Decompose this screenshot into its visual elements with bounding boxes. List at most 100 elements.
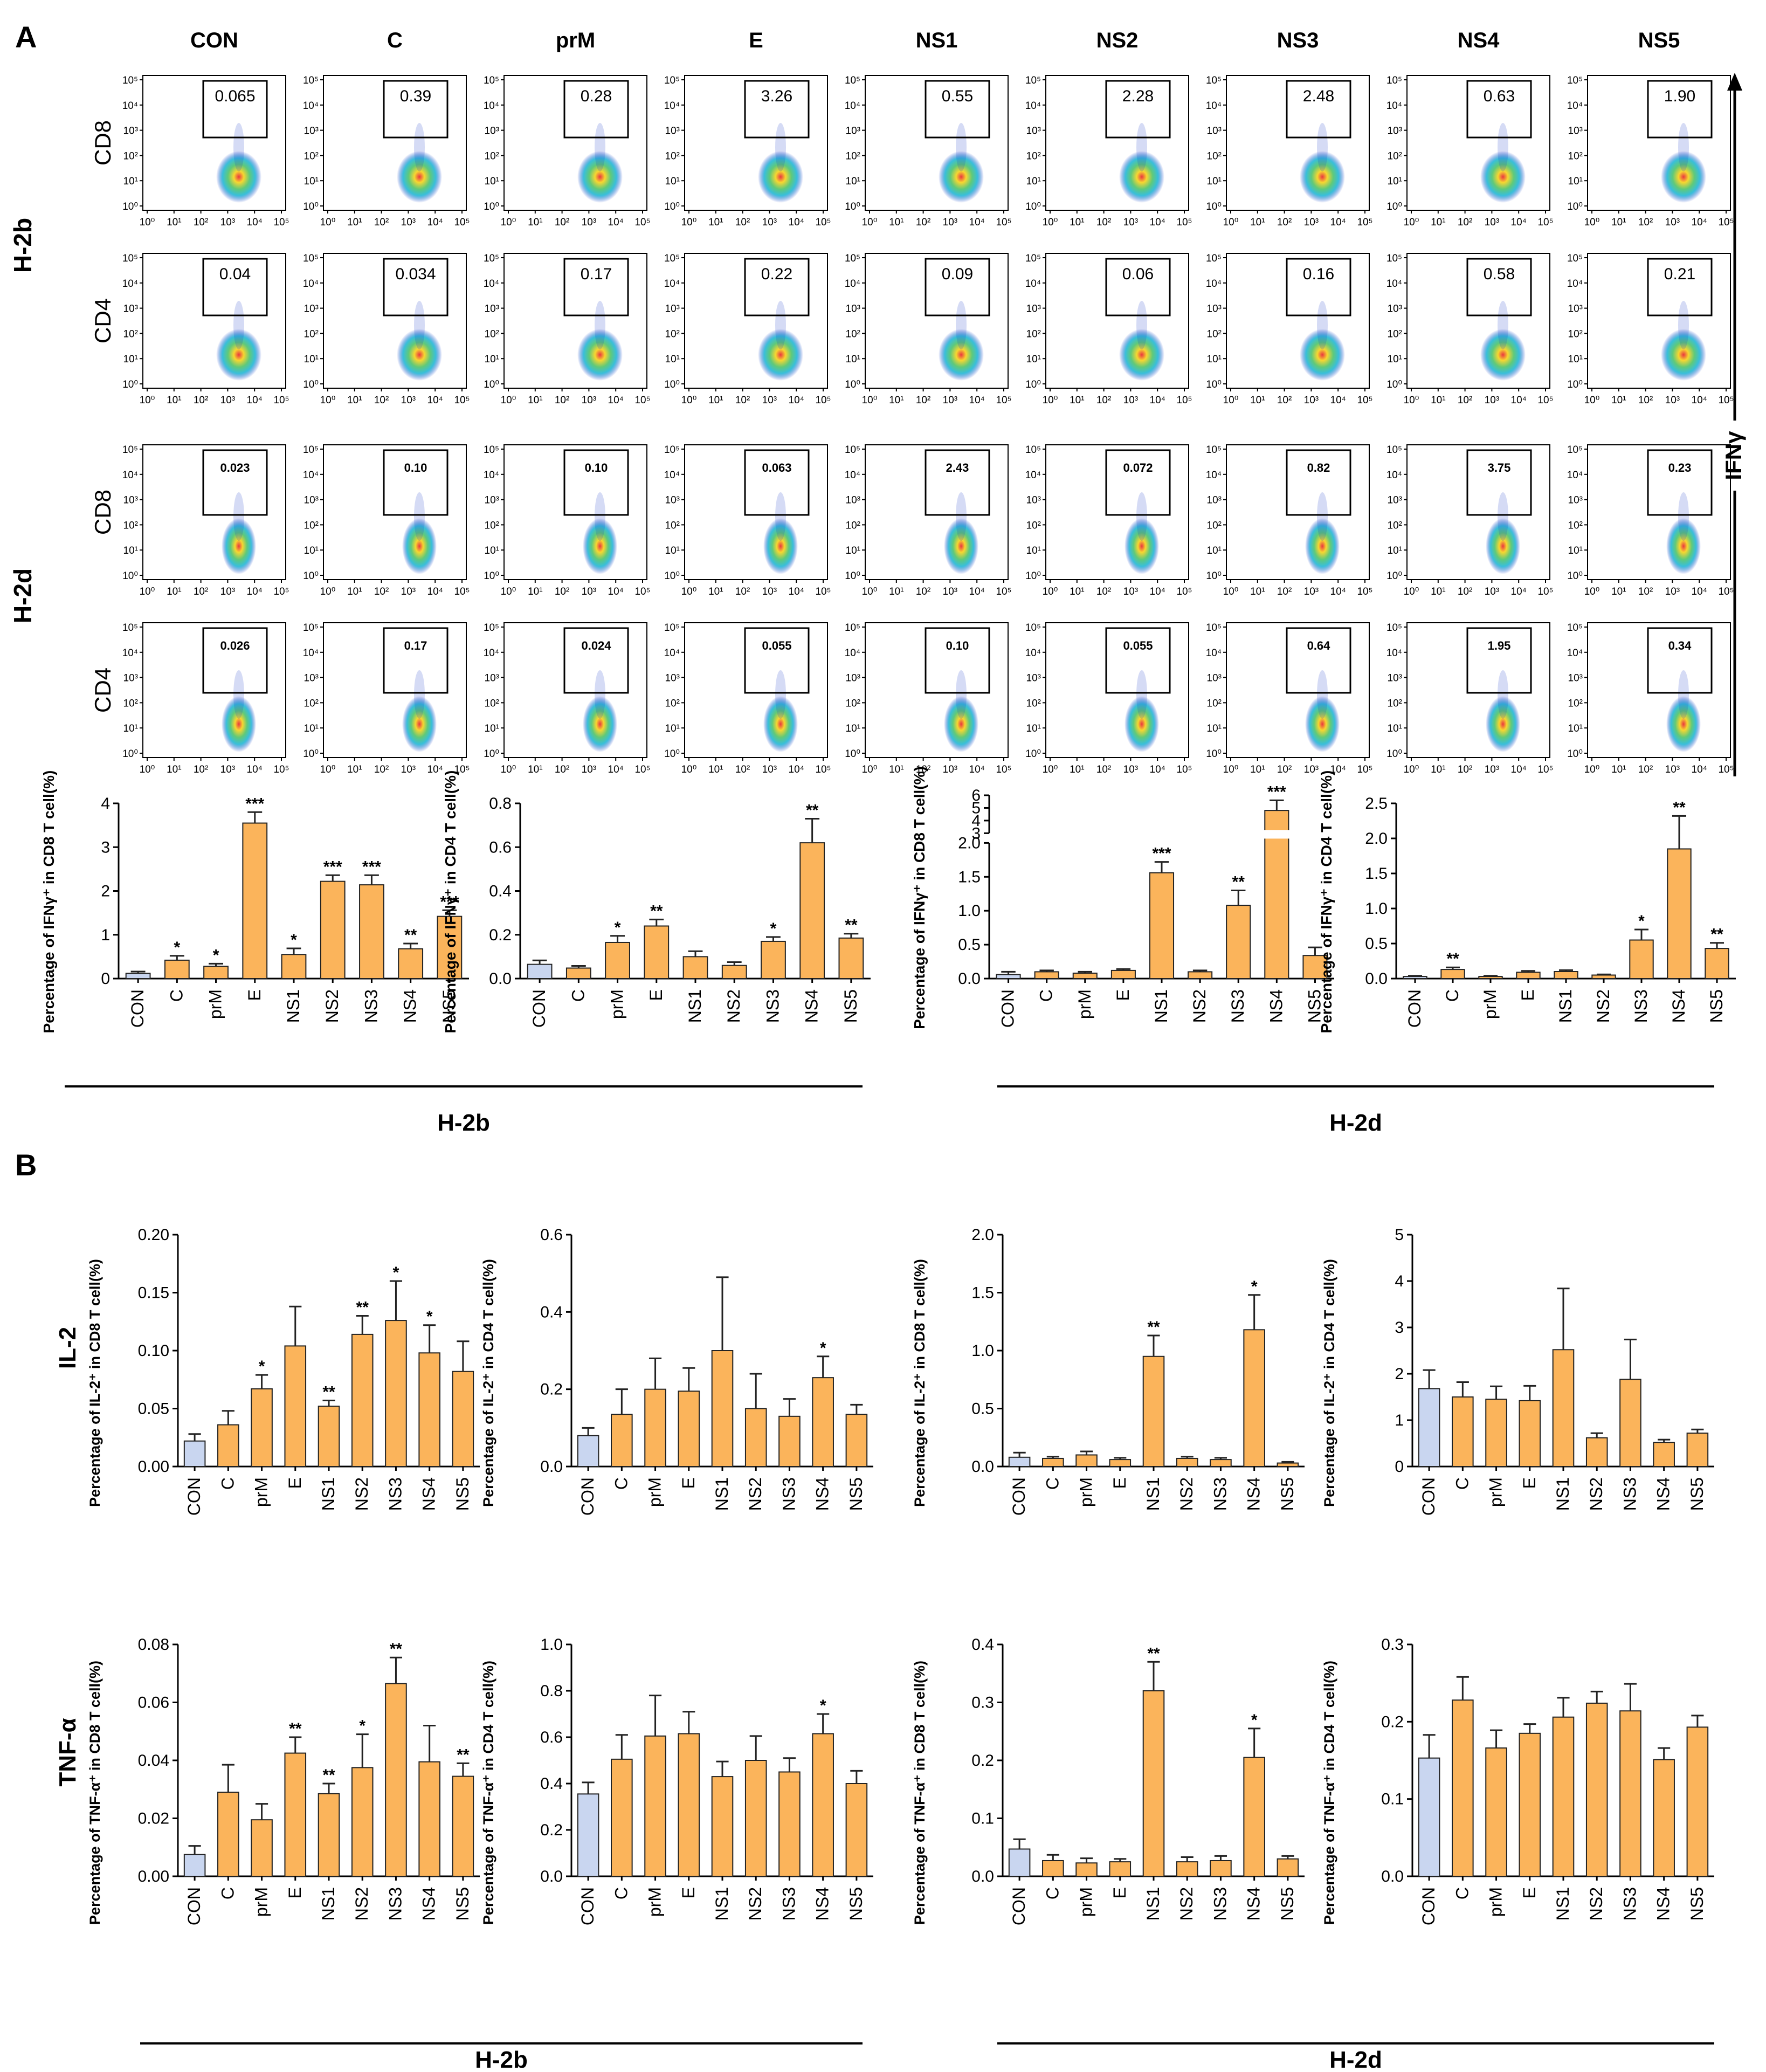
x-tick-label: 10⁴	[427, 764, 443, 775]
y-tick-label: 10³	[1388, 304, 1402, 315]
x-tick-label: 10²	[735, 764, 750, 775]
y-tick-label: 10¹	[485, 354, 499, 365]
x-tick-label: 10²	[194, 395, 208, 406]
y-tick-label: 10²	[1207, 698, 1222, 709]
y-tick-label: 10³	[123, 673, 138, 684]
x-tick-label: 10⁵	[1357, 217, 1372, 228]
gate-percentage: 0.17	[404, 639, 427, 652]
significance-stars: **	[1147, 1644, 1160, 1662]
x-tick-label: 10⁴	[1511, 586, 1527, 597]
y-tick-label: 10³	[485, 673, 499, 684]
x-tick-label: 10⁵	[1718, 764, 1734, 775]
bar	[1452, 1396, 1474, 1467]
y-tick-label: 10¹	[846, 723, 860, 734]
x-tick-label: 10²	[374, 586, 389, 597]
bar	[577, 1793, 599, 1877]
y-tick-label: 0.00	[138, 1458, 169, 1476]
x-tick-label: 10²	[1458, 764, 1472, 775]
x-tick-label: 10⁴	[1511, 217, 1527, 228]
flow-row-label: CD4	[90, 298, 115, 343]
bar	[1485, 1747, 1507, 1877]
y-tick-label: 10⁵	[484, 622, 499, 634]
x-tick-label: 10⁴	[1511, 395, 1527, 406]
gate-percentage: 0.06	[1122, 265, 1154, 283]
x-tick-label: E	[285, 1887, 305, 1898]
y-tick-label: 10⁵	[664, 253, 680, 264]
gate-box	[383, 258, 449, 316]
y-tick-label: 10⁵	[664, 622, 680, 634]
y-tick-label: 10²	[665, 520, 680, 531]
y-tick-label: 10²	[846, 150, 860, 162]
y-tick-label: 0	[101, 970, 110, 988]
x-tick-label: NS5	[1687, 1477, 1707, 1511]
y-tick-label: 10¹	[665, 176, 680, 187]
x-tick-label: NS4	[1669, 989, 1688, 1023]
y-tick-label: 10⁴	[484, 470, 499, 481]
x-tick-label: 10⁴	[969, 217, 985, 228]
significance-stars: **	[289, 1720, 302, 1738]
significance-stars: **	[390, 1640, 403, 1658]
x-tick-label: NS5	[1305, 989, 1324, 1023]
y-tick-label: 10⁴	[122, 278, 138, 290]
x-tick-label: 10⁵	[1176, 217, 1192, 228]
x-tick-label: 10⁵	[815, 764, 831, 775]
x-tick-label: E	[1518, 989, 1537, 1001]
y-tick-label: 10⁴	[484, 278, 499, 290]
bar	[1440, 969, 1465, 979]
y-tick-label: 10⁰	[1025, 201, 1041, 212]
y-tick-label: 10⁴	[845, 100, 860, 112]
y-tick-label: 10⁰	[1025, 570, 1041, 582]
cell-population	[1666, 518, 1701, 574]
bar	[183, 1854, 206, 1877]
x-tick-label: prM	[608, 989, 627, 1019]
x-tick-label: 10³	[582, 586, 596, 597]
y-tick-label: 0.4	[489, 883, 512, 900]
x-tick-label: NS4	[1654, 1477, 1673, 1511]
x-tick-label: 10⁴	[1692, 395, 1707, 406]
y-tick-label: 10⁵	[845, 444, 860, 456]
x-tick-label: 10¹	[708, 217, 723, 228]
cell-population	[763, 518, 798, 574]
bar	[812, 1733, 834, 1877]
y-tick-label: 10⁵	[1025, 253, 1041, 264]
bar	[452, 1775, 474, 1877]
x-tick-label: 10²	[1458, 586, 1472, 597]
y-tick-label: 10⁴	[1025, 278, 1041, 290]
y-tick-label: 10⁴	[1567, 278, 1583, 290]
y-tick-label: 0.00	[138, 1868, 169, 1885]
bar	[1585, 1437, 1608, 1467]
significance-stars: *	[213, 946, 219, 964]
bar	[744, 1408, 767, 1467]
x-tick-label: 10⁰	[1404, 217, 1419, 228]
x-tick-label: 10³	[1665, 764, 1680, 775]
x-tick-label: CON	[1009, 1477, 1029, 1516]
bar	[1176, 1457, 1198, 1467]
x-tick-label: NS1	[712, 1477, 732, 1511]
x-tick-label: 10¹	[708, 764, 723, 775]
strain-bracket-a-right: H-2d	[997, 1085, 1714, 1136]
gate-box	[1105, 258, 1171, 316]
flow-column-header: NS3	[1277, 29, 1319, 52]
flow-column-header: NS5	[1638, 29, 1680, 52]
y-axis-label: Percentage of IFNγ⁺ in CD8 T cell(%)	[40, 770, 57, 1034]
bar	[418, 1352, 440, 1468]
y-tick-label: 10¹	[665, 723, 680, 734]
significance-stars: *	[770, 920, 777, 938]
y-tick-label: 10⁴	[1025, 100, 1041, 112]
y-tick-label: 10²	[1207, 520, 1222, 531]
gate-box	[925, 449, 990, 516]
x-tick-label: prM	[1077, 1477, 1096, 1507]
bar	[284, 1345, 307, 1467]
y-tick-label: 10⁵	[1206, 75, 1222, 86]
x-tick-label: NS4	[419, 1887, 439, 1920]
y-tick-label: 10⁵	[122, 253, 138, 264]
bar	[1552, 1349, 1575, 1468]
gate-percentage: 0.055	[762, 639, 791, 652]
x-tick-label: E	[1113, 989, 1133, 1001]
x-tick-label: NS3	[779, 1477, 798, 1511]
x-tick-label: 10³	[1304, 586, 1319, 597]
x-tick-label: CON	[1419, 1477, 1438, 1516]
